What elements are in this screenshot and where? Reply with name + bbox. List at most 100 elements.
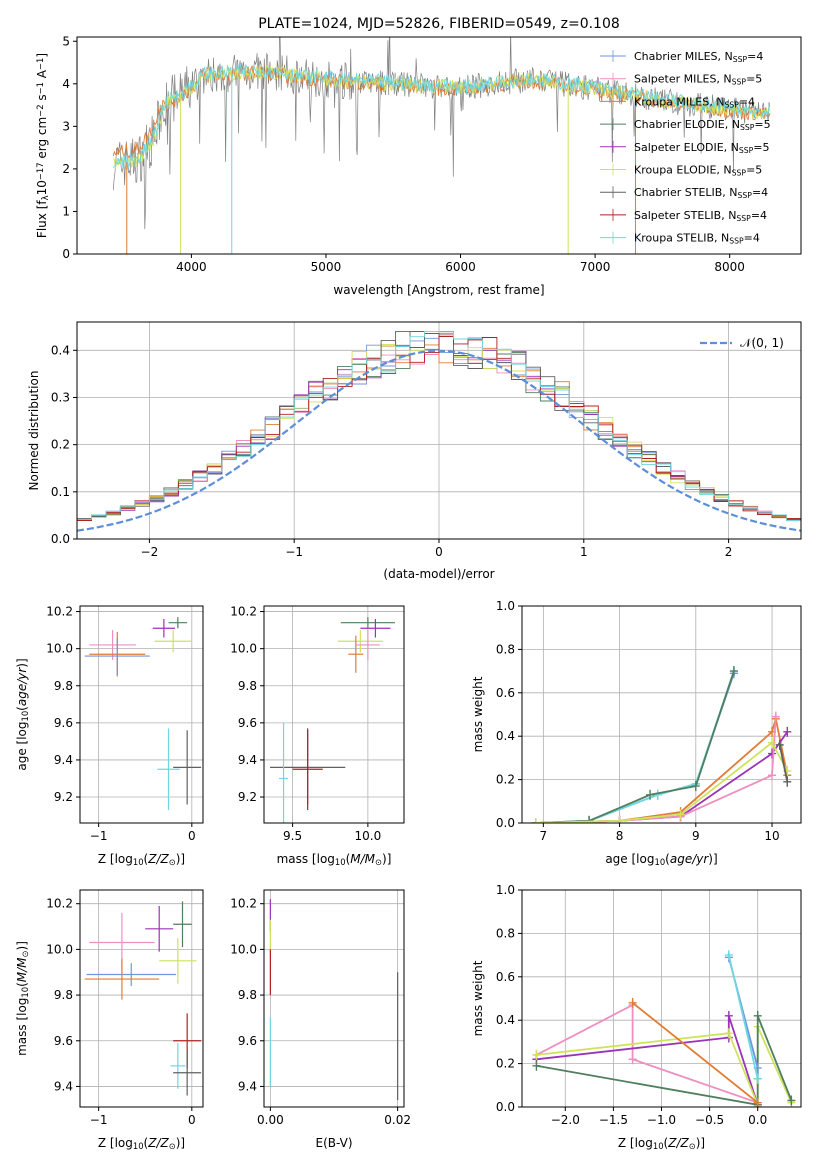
label-run: Flux [f xyxy=(35,200,49,238)
plot-area xyxy=(531,666,792,823)
x-tick-label: 4000 xyxy=(176,260,207,274)
label-run: age [log xyxy=(605,852,654,866)
y-axis-label: mass weight xyxy=(471,676,485,752)
label-run: 10 xyxy=(335,857,346,867)
label-run: )] xyxy=(176,852,185,866)
label-run: 10 xyxy=(133,1141,144,1151)
histogram-series xyxy=(77,330,801,521)
y-tick-label: 9.4 xyxy=(238,1079,257,1093)
spectrum-axes: 4000 5000 6000 7000 8000 0 1 2 3 4 5 PLATE=1024, MJ… xyxy=(35,16,802,297)
x-tick-label: −1.5 xyxy=(599,1113,628,1127)
point-marker xyxy=(783,726,792,737)
point-marker xyxy=(691,781,700,792)
label-run: 10 xyxy=(133,857,144,867)
grid xyxy=(80,606,203,823)
label-run: ( xyxy=(665,852,670,866)
gaussian-curve xyxy=(77,349,801,532)
x-tick-label: 5000 xyxy=(311,260,342,274)
x-axis-label: mass [log10(M/M⊙)] xyxy=(277,852,392,867)
point-marker xyxy=(787,1095,796,1106)
y-tick-label: 9.8 xyxy=(238,988,257,1002)
label-run: =4 xyxy=(751,209,767,222)
axes-frame xyxy=(521,605,802,824)
mass-weight-series xyxy=(536,1026,793,1106)
y-tick-label: 0.0 xyxy=(51,532,70,546)
y-tick-label: 0.3 xyxy=(51,390,70,404)
point-marker xyxy=(768,737,777,748)
point-marker xyxy=(628,997,637,1008)
x-tick-label: 10 xyxy=(764,829,779,843)
y-tick-label: 0.8 xyxy=(496,642,515,656)
point-marker xyxy=(768,748,777,759)
point-marker xyxy=(532,1049,541,1060)
x-tick-label: 9 xyxy=(692,829,700,843)
y-tick-label: 9.2 xyxy=(54,790,73,804)
histogram-series xyxy=(77,336,801,521)
x-tick-label: 6000 xyxy=(445,260,476,274)
label-run: Chabrier MILES, N xyxy=(634,50,733,63)
point-marker xyxy=(532,1060,541,1071)
label-run: =4 xyxy=(744,232,760,245)
label-run: =4 xyxy=(739,95,755,108)
age-vs-mass-axes: 9.5 10.0 9.2 9.4 9.6 9.8 10.0 10.2 mass [log10(M… xyxy=(230,605,405,867)
y-tick-label: 9.4 xyxy=(54,1079,73,1093)
x-tick-label: 0 xyxy=(188,1113,196,1127)
label-run: SSP xyxy=(732,169,747,178)
label-run: λ xyxy=(40,195,50,200)
legend-entry: Kroupa STELIB, NSSP=4 xyxy=(634,232,760,246)
axes-frame xyxy=(263,889,405,1108)
x-tick-label: −2 xyxy=(141,545,159,559)
x-tick-label: 8 xyxy=(616,829,624,843)
y-axis-label: mass [log10(M/M⊙)] xyxy=(15,941,30,1056)
y-tick-label: 9.8 xyxy=(54,988,73,1002)
y-tick-label: 10.2 xyxy=(46,605,73,619)
legend-entry: Chabrier ELODIE, NSSP=5 xyxy=(634,118,771,132)
y-tick-label: 10.2 xyxy=(230,897,257,911)
mass-vs-EBV-axes: 0.00 0.02 9.4 9.6 9.8 10.0 10.2 E(B-V) xyxy=(230,889,411,1150)
mass-weight-series xyxy=(778,744,789,782)
y-tick-label: 3 xyxy=(62,119,70,133)
y-tick-label: 9.4 xyxy=(54,753,73,767)
x-tick-label: 2 xyxy=(725,545,733,559)
mass-vs-Z-axes: −1 09.49.69.810.010.2Z [log10(Z/Z⊙)]mass … xyxy=(15,889,204,1151)
legend-entry: Chabrier STELIB, NSSP=4 xyxy=(634,186,768,200)
y-tick-label: 0.6 xyxy=(496,970,515,984)
legend-entry: Chabrier MILES, NSSP=4 xyxy=(634,50,763,64)
label-run: ⊙ xyxy=(169,1141,176,1151)
y-tick-label: 9.6 xyxy=(54,1034,73,1048)
y-tick-label: 9.8 xyxy=(238,679,257,693)
point-marker xyxy=(729,666,738,677)
y-axis-label: mass weight xyxy=(471,960,485,1036)
label-run: 10 xyxy=(653,1141,664,1151)
label-run: SSP xyxy=(733,55,748,64)
label-run: ( xyxy=(15,982,29,987)
x-tick-label: 10.0 xyxy=(355,829,382,843)
x-tick-label: 1 xyxy=(580,545,588,559)
x-tick-label: −1 xyxy=(285,545,303,559)
plot-area xyxy=(532,950,796,1107)
label-run: −1 xyxy=(35,82,45,94)
label-run: mass [log xyxy=(277,852,335,866)
label-run: )] xyxy=(176,1136,185,1150)
chart-title: PLATE=1024, MJD=52826, FIBERID=0549, z=0… xyxy=(258,16,620,32)
x-axis-label: E(B-V) xyxy=(315,1136,352,1150)
label-run: SSP xyxy=(740,123,755,132)
y-tick-label: 9.4 xyxy=(238,753,257,767)
plot-area xyxy=(112,37,771,254)
label-run: 10 xyxy=(20,711,30,722)
label-run: )] xyxy=(708,852,717,866)
mass-weight-series xyxy=(535,731,789,823)
grid xyxy=(264,606,404,823)
mass-weight-series xyxy=(536,1015,793,1106)
mass-weight-series xyxy=(632,1002,759,1107)
label-run: ( xyxy=(15,706,29,711)
y-tick-label: 9.6 xyxy=(54,716,73,730)
plot-area xyxy=(84,901,202,1096)
histogram-series xyxy=(77,330,801,521)
y-tick-label: 10.0 xyxy=(46,942,73,956)
label-run: age/yr xyxy=(670,852,709,866)
axes-frame xyxy=(79,889,204,1108)
label-run: s xyxy=(35,94,49,104)
label-run: Z [log xyxy=(618,1136,653,1150)
